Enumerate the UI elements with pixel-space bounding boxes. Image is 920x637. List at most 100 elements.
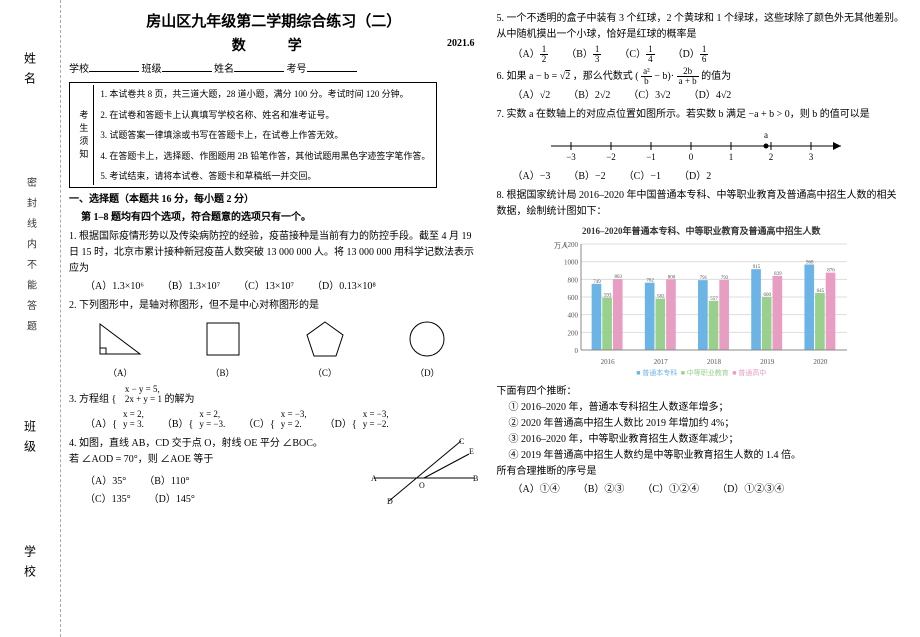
svg-text:749: 749 (593, 280, 601, 285)
q4-figure: A B C D E O (369, 436, 479, 512)
q6-pre: 6. 如果 a − b = (497, 71, 560, 82)
margin-note: 密 封 线 内 不 能 答 题 (23, 177, 38, 335)
margin-label-class: 班级 (22, 420, 39, 460)
svg-text:2020: 2020 (814, 358, 829, 366)
q2-shape-a[interactable]: （A） (94, 318, 146, 380)
q1-opt-d[interactable]: （D）0.13×10⁸ (312, 279, 376, 295)
blank-examno[interactable] (307, 61, 357, 72)
q2-shape-b[interactable]: （B） (197, 318, 249, 380)
q5-opt-b[interactable]: （B）13 (566, 45, 601, 64)
label-examno: 考号 (287, 64, 307, 75)
q7-b: −2 (595, 171, 606, 182)
q8-c: ①②④ (669, 484, 699, 495)
section1-title: 一、选择题（本题共 16 分，每小题 2 分） (69, 192, 479, 208)
q1-opt-c[interactable]: （C）13×10⁷ (238, 279, 294, 295)
right-column: 5. 一个不透明的盒子中装有 3 个红球，2 个黄球和 1 个绿球，这些球除了颜… (497, 8, 907, 629)
q8-d: ①②③④ (744, 484, 784, 495)
section1-sub: 第 1–8 题均有四个选项，符合题意的选项只有一个。 (69, 210, 479, 226)
q3-opt-c[interactable]: （C）{x = −3,y = 2. (243, 410, 306, 433)
q6-opt-a[interactable]: （A）√2 (513, 88, 551, 104)
q8-opt-a[interactable]: （A）①④ (513, 482, 560, 498)
svg-text:C: C (459, 437, 464, 446)
q7-text: 7. 实数 a 在数轴上的对应点位置如图所示。若实数 b 满足 −a + b >… (497, 109, 870, 120)
q7-opt-c[interactable]: （C）−1 (624, 169, 661, 185)
svg-text:B: B (473, 474, 478, 483)
svg-text:600: 600 (568, 294, 579, 302)
q8-opt-b[interactable]: （B）②③ (578, 482, 625, 498)
q4-a: 35° (112, 476, 126, 487)
svg-text:400: 400 (568, 312, 579, 320)
svg-text:2019: 2019 (760, 358, 775, 366)
q3-opt-b[interactable]: （B）{x = 2,y = −3. (162, 410, 225, 433)
q3-b-2: y = −3. (199, 420, 225, 430)
q7-opt-b[interactable]: （B）−2 (568, 169, 605, 185)
q1-opts: （A）1.3×10⁶ （B）1.3×10⁷ （C）13×10⁷ （D）0.13×… (85, 279, 479, 295)
q5-opt-d[interactable]: （D）16 (673, 45, 709, 64)
q2-shape-d[interactable]: （D） (401, 318, 453, 380)
svg-text:D: D (387, 497, 393, 506)
q4-text: 4. 如图，直线 AB，CD 交于点 O，射线 OE 平分 ∠BOC。 (69, 438, 323, 449)
q2-label-d: （D） (401, 366, 453, 380)
svg-text:E: E (469, 447, 474, 456)
q3-tail: 的解为 (164, 394, 194, 405)
q4-opt-d[interactable]: （D）145° (149, 492, 195, 508)
q6-opt-c[interactable]: （C）3√2 (628, 88, 670, 104)
main-content: 房山区九年级第二学期综合练习（二） 数 学 2021.6 学校 班级 姓名 考号… (61, 0, 920, 637)
q8: 8. 根据国家统计局 2016–2020 年中国普通本专科、中等职业教育及普通高… (497, 188, 907, 498)
q4-opt-a[interactable]: （A）35° (85, 474, 126, 490)
instructions-side: 考生须知 (72, 85, 94, 185)
q2-shape-c[interactable]: （C） (299, 318, 351, 380)
q6-opt-d[interactable]: （D）4√2 (689, 88, 732, 104)
svg-text:−3: −3 (566, 152, 576, 162)
blank-school[interactable] (89, 61, 139, 72)
subject: 数 学 (69, 36, 479, 58)
q5-opts: （A）12 （B）13 （C）14 （D）16 (513, 45, 907, 64)
svg-text:600: 600 (764, 293, 772, 298)
exam-date: 2021.6 (447, 36, 475, 52)
q1-opt-b[interactable]: （B）1.3×10⁷ (162, 279, 220, 295)
svg-text:839: 839 (774, 272, 782, 277)
legend-1-label: 普通本专科 (642, 369, 677, 377)
svg-text:万人: 万人 (554, 242, 568, 250)
svg-text:876: 876 (828, 269, 836, 274)
q6-d1: b (641, 77, 652, 86)
svg-text:803: 803 (615, 275, 623, 280)
instr-3: 3. 试题答案一律填涂或书写在答题卡上，在试卷上作答无效。 (96, 126, 434, 144)
q8-opt-c[interactable]: （C）①②④ (642, 482, 699, 498)
q3-opt-a[interactable]: （A）{x = 2,y = 3. (85, 410, 144, 433)
q8-opts: （A）①④ （B）②③ （C）①②④ （D）①②③④ (513, 482, 907, 498)
q1-a-val: 1.3×10⁶ (112, 281, 144, 292)
svg-text:582: 582 (657, 295, 665, 300)
left-column: 房山区九年级第二学期综合练习（二） 数 学 2021.6 学校 班级 姓名 考号… (69, 8, 479, 629)
chart-legend: ■ 普通本专科 ■ 中等职业教育 ■ 普通高中 (551, 368, 851, 379)
q2-label-a: （A） (94, 366, 146, 380)
q8-infer-pre: 下面有四个推断： (497, 384, 907, 400)
svg-text:2017: 2017 (654, 358, 669, 366)
svg-text:200: 200 (568, 330, 579, 338)
svg-text:2016: 2016 (601, 358, 616, 366)
blank-name[interactable] (234, 61, 284, 72)
q3-c-2: y = 2. (281, 420, 307, 430)
q5-text: 5. 一个不透明的盒子中装有 3 个红球，2 个黄球和 1 个绿球，这些球除了颜… (497, 13, 905, 40)
q1-text: 1. 根据国际疫情形势以及传染病防控的经验，疫苗接种是当前有力的防控手段。截至 … (69, 231, 474, 274)
q5-opt-c[interactable]: （C）14 (619, 45, 654, 64)
label-name: 姓名 (214, 64, 234, 75)
q8-opt-d[interactable]: （D）①②③④ (717, 482, 784, 498)
q3-opt-d[interactable]: （D）{x = −3,y = −2. (325, 410, 389, 433)
q4-opt-b[interactable]: （B）110° (144, 474, 189, 490)
q6-opt-b[interactable]: （B）2√2 (568, 88, 610, 104)
q5-a-d: 2 (540, 55, 549, 64)
q3-opts: （A）{x = 2,y = 3. （B）{x = 2,y = −3. （C）{x… (85, 410, 479, 433)
q5-opt-a[interactable]: （A）12 (513, 45, 549, 64)
q1-opt-a[interactable]: （A）1.3×10⁶ (85, 279, 144, 295)
q7-c: −1 (650, 171, 661, 182)
svg-text:793: 793 (721, 276, 729, 281)
q6-b: 2√2 (595, 90, 611, 101)
q7-opt-a[interactable]: （A）−3 (513, 169, 551, 185)
q3-eq2: 2x + y = 1 (125, 395, 162, 405)
svg-text:593: 593 (604, 294, 612, 299)
q7-opt-d[interactable]: （D）2 (679, 169, 711, 185)
q4-opt-c[interactable]: （C）135° (85, 492, 131, 508)
blank-class[interactable] (162, 61, 212, 72)
q2: 2. 下列图形中，是轴对称图形，但不是中心对称图形的是 （A） （B） （C） (69, 298, 479, 380)
